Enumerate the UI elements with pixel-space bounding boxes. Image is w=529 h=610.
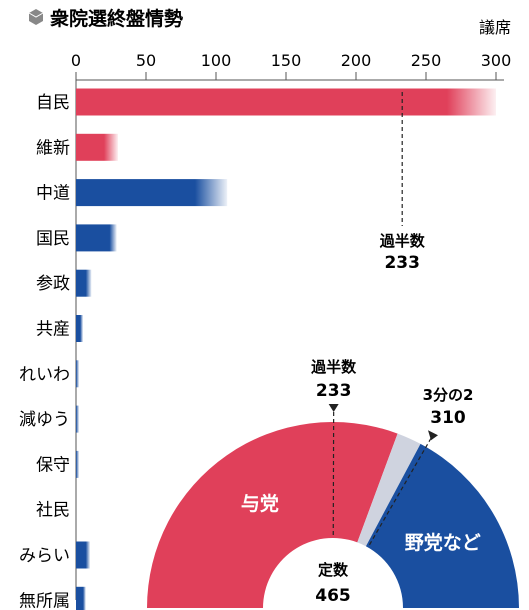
seat-range-bar	[76, 179, 228, 207]
seat-range-bar	[76, 133, 118, 161]
x-tick-label: 200	[341, 51, 372, 70]
party-label: 保守	[36, 455, 70, 475]
cube-icon-edge	[28, 12, 44, 18]
donut-total-label: 定数	[318, 561, 349, 579]
party-label: れいわ	[19, 365, 70, 385]
donut-total-value: 465	[315, 586, 351, 606]
majority-label: 過半数	[379, 232, 426, 250]
donut-segment-label: 野党など	[405, 531, 481, 554]
chart-title: 衆院選終盤情勢	[50, 7, 183, 30]
party-label: 参政	[36, 274, 70, 294]
seat-range-bar	[76, 315, 83, 342]
party-label: 無所属	[19, 591, 70, 610]
donut-majority-label: 過半数	[310, 358, 357, 376]
party-label: 維新	[36, 138, 70, 158]
party-label: 共産	[36, 320, 70, 340]
party-label: みらい	[19, 546, 70, 566]
seat-range-bar	[76, 541, 90, 569]
donut-two-thirds-marker	[367, 437, 432, 548]
two-thirds-arrow	[428, 430, 438, 441]
x-tick-label: 0	[71, 51, 81, 70]
seat-range-bar	[76, 88, 496, 116]
party-label: 自民	[36, 93, 70, 113]
donut-segment	[365, 443, 519, 608]
seat-range-bar	[76, 586, 86, 610]
x-tick-label: 150	[271, 51, 302, 70]
donut-segment-label: 与党	[241, 492, 279, 515]
majority-value: 233	[384, 253, 420, 273]
party-label: 中道	[36, 184, 70, 204]
donut-two-thirds-label: 3分の2	[423, 386, 474, 404]
majority-arrow	[328, 404, 339, 413]
unit-label: 議席	[479, 18, 511, 37]
party-label: 減ゆう	[19, 410, 70, 430]
donut-segment	[147, 422, 398, 608]
x-tick-label: 50	[136, 51, 156, 70]
donut-majority-value: 233	[316, 381, 352, 401]
seat-range-bar	[76, 450, 79, 478]
bar-chart: 0 50 100 150 200 250 300 自民維新中道国民参政共産れいわ減ゆう保守社民…	[19, 51, 511, 610]
party-label: 社民	[36, 501, 70, 521]
seat-range-bar	[76, 405, 79, 433]
donut-two-thirds-value: 310	[430, 408, 466, 428]
seat-range-bar	[76, 269, 92, 297]
x-tick-label: 100	[201, 51, 232, 70]
seat-range-bar	[76, 360, 79, 388]
title-group: 衆院選終盤情勢	[28, 7, 183, 30]
x-tick-label: 300	[481, 51, 512, 70]
seat-range-bar	[76, 224, 117, 252]
x-tick-label: 250	[411, 51, 442, 70]
donut-segment	[357, 433, 421, 547]
party-label: 国民	[36, 229, 70, 249]
